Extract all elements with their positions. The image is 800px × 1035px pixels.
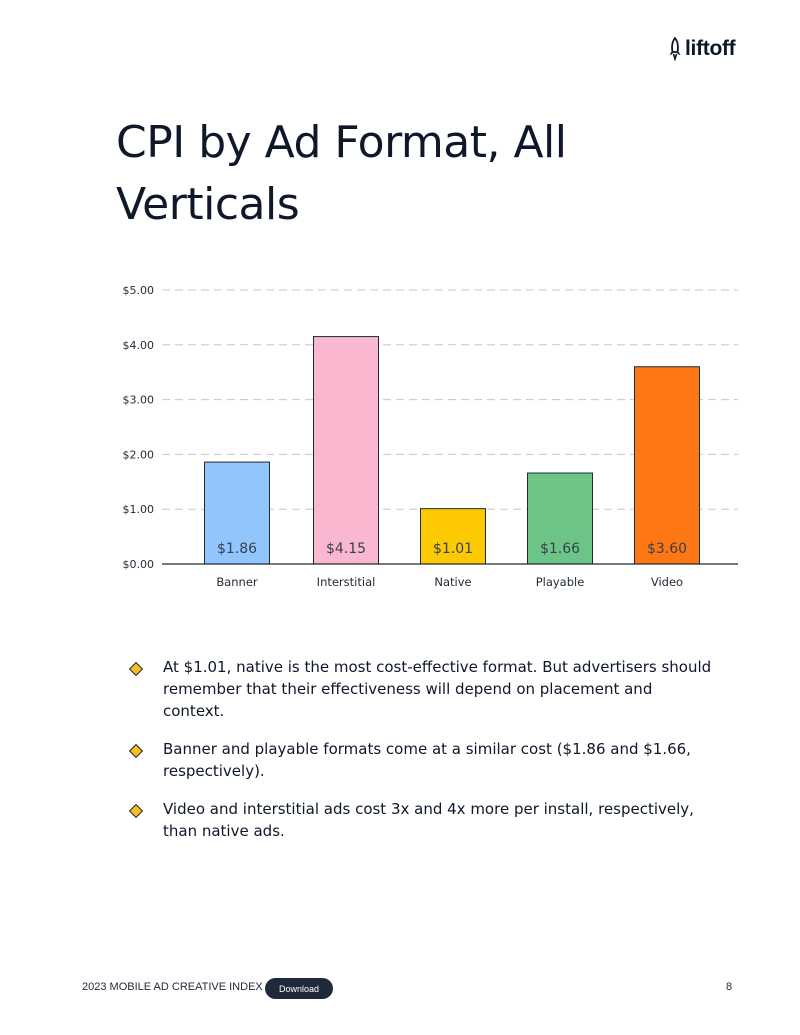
bullet-text: Video and interstitial ads cost 3x and 4…	[163, 800, 694, 840]
bullet-item: At $1.01, native is the most cost-effect…	[128, 656, 718, 722]
diamond-bullet-icon	[128, 743, 144, 759]
x-tick-label: Banner	[216, 575, 258, 589]
bar-native	[420, 508, 486, 565]
diamond-bullet-icon	[128, 803, 144, 819]
download-button[interactable]: Download	[265, 978, 333, 999]
bullet-text: At $1.01, native is the most cost-effect…	[163, 658, 712, 720]
bar-value-label: $3.60	[647, 541, 687, 557]
bullet-list: At $1.01, native is the most cost-effect…	[128, 656, 718, 858]
bar-value-label: $1.66	[540, 541, 580, 557]
x-tick-label: Video	[651, 575, 683, 589]
page-number: 8	[726, 981, 733, 993]
diamond-bullet-icon	[128, 661, 144, 677]
x-tick-label: Native	[434, 575, 471, 589]
y-tick-label: $2.00	[123, 448, 155, 461]
bullet-item: Banner and playable formats come at a si…	[128, 738, 718, 782]
rocket-icon	[669, 37, 681, 61]
y-tick-label: $1.00	[123, 503, 155, 516]
bar-video	[634, 366, 700, 565]
x-tick-label: Interstitial	[317, 575, 376, 589]
bar-banner	[204, 461, 270, 565]
y-tick-label: $0.00	[123, 558, 155, 571]
bullet-text: Banner and playable formats come at a si…	[163, 740, 691, 780]
page-title: CPI by Ad Format, All Verticals	[116, 117, 567, 230]
bar-interstitial	[313, 336, 379, 565]
y-tick-label: $3.00	[123, 394, 155, 407]
y-tick-label: $4.00	[123, 339, 155, 352]
bar-value-label: $1.01	[433, 541, 473, 557]
bar-playable	[527, 472, 593, 565]
y-tick-label: $5.00	[123, 284, 155, 297]
x-tick-label: Playable	[536, 575, 585, 589]
footer-report-title: 2023 MOBILE AD CREATIVE INDEX	[82, 981, 263, 993]
bullet-item: Video and interstitial ads cost 3x and 4…	[128, 798, 718, 842]
cpi-bar-chart: $0.00 $1.00 $2.00 $3.00 $4.00 $5.00 $1.86 Banne…	[123, 284, 738, 589]
liftoff-logo: liftoff	[668, 34, 736, 64]
bar-value-label: $1.86	[217, 541, 257, 557]
bar-value-label: $4.15	[326, 541, 366, 557]
logo-text: liftoff	[685, 37, 736, 60]
